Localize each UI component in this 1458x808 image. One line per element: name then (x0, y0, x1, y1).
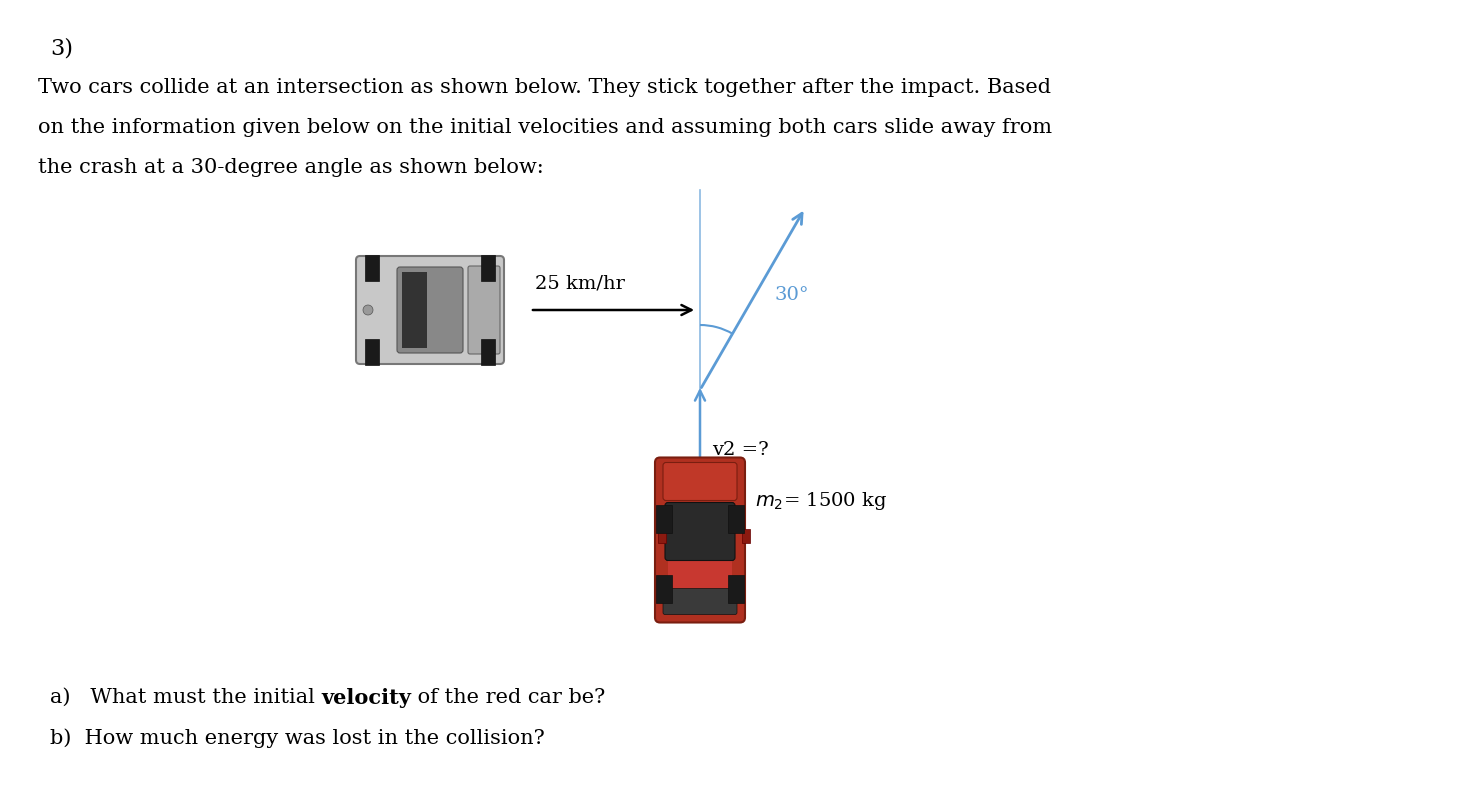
Text: velocity: velocity (322, 688, 411, 708)
Bar (742, 528, 749, 542)
FancyBboxPatch shape (663, 462, 736, 500)
Text: of the red car be?: of the red car be? (411, 688, 605, 707)
Bar (481, 255, 496, 281)
Text: b)  How much energy was lost in the collision?: b) How much energy was lost in the colli… (50, 728, 545, 747)
Ellipse shape (363, 305, 373, 315)
Text: v2 =?: v2 =? (712, 441, 768, 459)
Text: 30°: 30° (776, 286, 809, 304)
Bar (656, 574, 672, 603)
FancyBboxPatch shape (397, 267, 464, 353)
FancyBboxPatch shape (468, 266, 500, 354)
Text: Two cars collide at an intersection as shown below. They stick together after th: Two cars collide at an intersection as s… (38, 78, 1051, 97)
Bar (656, 504, 672, 532)
Bar (402, 272, 427, 348)
Text: 3): 3) (50, 38, 73, 60)
Bar (364, 255, 379, 281)
Bar (728, 574, 744, 603)
FancyBboxPatch shape (665, 503, 735, 561)
Bar (364, 339, 379, 365)
Bar (728, 504, 744, 532)
Text: on the information given below on the initial velocities and assuming both cars : on the information given below on the in… (38, 118, 1053, 137)
FancyBboxPatch shape (655, 457, 745, 622)
FancyBboxPatch shape (663, 588, 736, 615)
FancyBboxPatch shape (356, 256, 504, 364)
FancyBboxPatch shape (668, 548, 732, 609)
Bar (481, 339, 496, 365)
Bar (658, 528, 666, 542)
Text: $m_1$= 1000 kg: $m_1$= 1000 kg (360, 258, 493, 280)
Text: a)   What must the initial: a) What must the initial (50, 688, 322, 707)
Text: the crash at a 30-degree angle as shown below:: the crash at a 30-degree angle as shown … (38, 158, 544, 177)
Text: $m_2$= 1500 kg: $m_2$= 1500 kg (755, 490, 888, 512)
Text: 25 km/hr: 25 km/hr (535, 274, 625, 292)
